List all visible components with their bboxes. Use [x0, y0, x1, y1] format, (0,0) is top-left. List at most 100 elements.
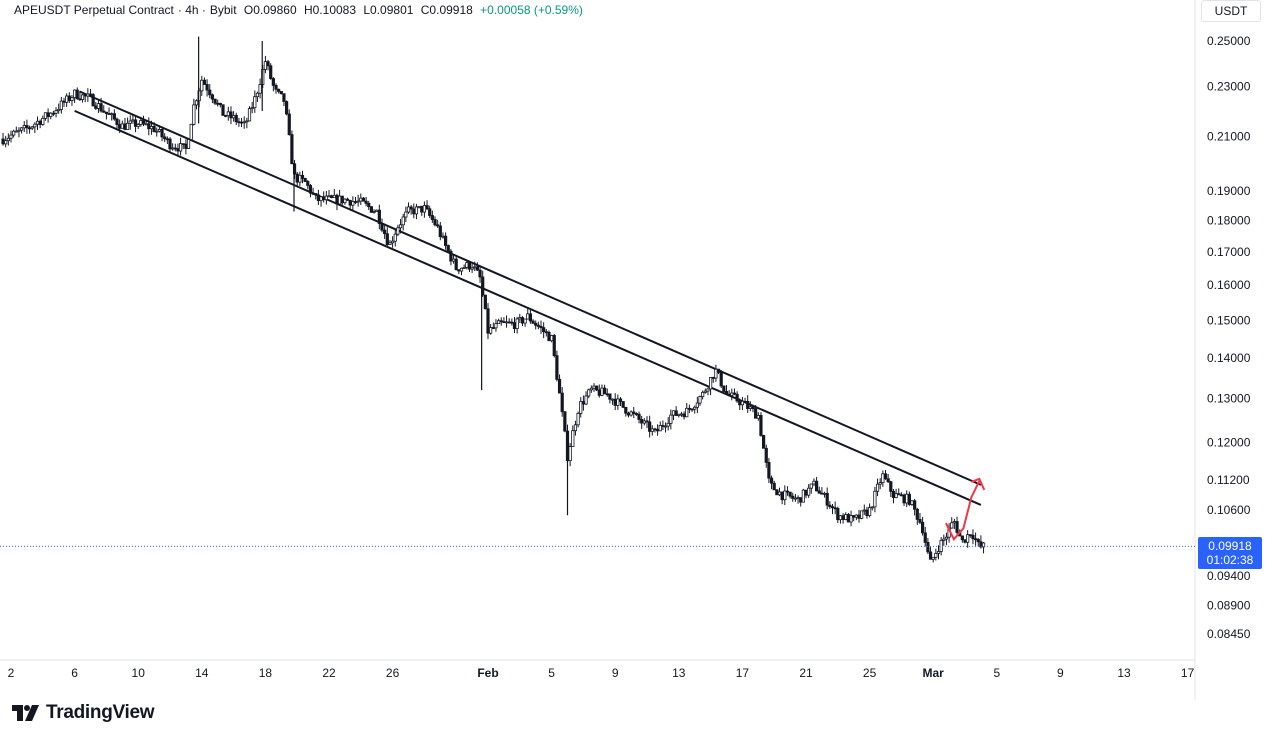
- annotation-arrow[interactable]: [945, 477, 986, 541]
- candle-body: [952, 521, 957, 524]
- time-tick-label: 2: [8, 666, 15, 680]
- symbol-name[interactable]: APEUSDT Perpetual Contract: [14, 3, 174, 17]
- tradingview-logo[interactable]: TradingView: [12, 702, 155, 724]
- candle-body: [690, 408, 694, 411]
- candle-body: [653, 428, 657, 431]
- candle-body: [372, 211, 376, 213]
- candle-body: [520, 317, 525, 324]
- candle-body: [685, 407, 689, 418]
- candle-body: [255, 92, 260, 98]
- annotation-arrow-head: [970, 477, 986, 491]
- candle-body: [168, 138, 172, 150]
- candle-body: [791, 495, 795, 499]
- candle-body: [208, 89, 212, 96]
- candle-body: [926, 542, 930, 553]
- candle-body: [825, 492, 829, 506]
- candle-body: [473, 266, 477, 269]
- time-tick-label: 13: [1117, 666, 1131, 680]
- time-tick-label: 5: [993, 666, 1000, 680]
- candle-body: [852, 515, 856, 518]
- candle-body: [176, 148, 180, 152]
- candle-body: [889, 481, 893, 492]
- time-tick-label: 9: [1057, 666, 1064, 680]
- candle-body: [597, 389, 601, 396]
- candle-body: [351, 201, 355, 206]
- candle-body: [891, 490, 896, 499]
- candle-body: [409, 206, 413, 210]
- chart-header: APEUSDT Perpetual Contract · 4h · Bybit O0…: [14, 3, 587, 17]
- candle-body: [870, 506, 874, 509]
- candle-body: [353, 201, 358, 203]
- candle-body: [666, 422, 670, 427]
- candle-body: [475, 266, 480, 271]
- candle-body: [650, 428, 654, 432]
- candle-body: [523, 318, 527, 324]
- candle-body: [793, 497, 798, 500]
- candle-body: [337, 195, 342, 205]
- candle-body: [115, 118, 119, 125]
- candle-body: [589, 387, 593, 391]
- price-axis[interactable]: 0.25000 0.23000 0.21000 0.19000 0.18000 0.170…: [1207, 34, 1251, 641]
- candle-body: [221, 104, 225, 116]
- interval-label[interactable]: · 4h ·: [177, 3, 206, 17]
- candle-body: [496, 320, 501, 325]
- candle-body: [406, 206, 411, 213]
- candle-body: [277, 88, 281, 92]
- currency-unit-button[interactable]: USDT: [1201, 0, 1261, 22]
- candle-body: [136, 124, 140, 127]
- trendline-group[interactable]: [74, 90, 982, 506]
- candle-body: [547, 331, 551, 342]
- candle-body: [764, 447, 768, 463]
- candle-body: [152, 126, 156, 132]
- candle-body: [812, 480, 816, 485]
- candle-body: [27, 127, 32, 130]
- candle-body: [841, 515, 845, 520]
- time-axis[interactable]: 2 6 10 14 18 22 26 Feb 5 9 13 17 21 25 Mar 5 9 13 17: [8, 666, 1195, 680]
- candle-body: [921, 521, 925, 534]
- candle-body: [560, 392, 564, 413]
- candle-body: [133, 119, 138, 127]
- candle-body: [595, 385, 599, 391]
- candle-body: [968, 534, 972, 537]
- time-tick-label: 5: [548, 666, 555, 680]
- time-tick-label: 14: [195, 666, 209, 680]
- candle-body: [754, 408, 758, 419]
- candle-body: [661, 425, 665, 427]
- bar-countdown: 01:02:38: [1206, 553, 1254, 567]
- candle-body: [663, 425, 668, 428]
- candle-body: [875, 483, 880, 492]
- time-tick-label: 25: [863, 666, 877, 680]
- candle-body: [218, 102, 222, 106]
- time-tick-label: 9: [612, 666, 619, 680]
- candle-body: [751, 406, 755, 410]
- candle-body: [253, 96, 257, 109]
- candle-body: [189, 123, 193, 140]
- candle-body: [144, 123, 148, 126]
- price-tick-label: 0.12000: [1207, 435, 1251, 449]
- candle-body: [126, 122, 130, 130]
- candle-body: [981, 542, 986, 548]
- exchange-label: Bybit: [209, 3, 237, 17]
- candle-body: [226, 111, 230, 117]
- candle-body: [1, 138, 5, 145]
- candle-body: [571, 430, 575, 448]
- candle-body: [62, 100, 66, 103]
- candle-body: [343, 198, 347, 204]
- candle-body: [486, 308, 490, 334]
- candle-body: [502, 321, 506, 324]
- logo-text: TradingView: [46, 702, 155, 723]
- candle-body: [719, 372, 723, 387]
- price-tick-label: 0.19000: [1207, 184, 1251, 198]
- candle-body: [359, 197, 363, 202]
- candle-body: [234, 115, 238, 123]
- candle-body: [762, 435, 766, 449]
- candle-body: [59, 100, 63, 110]
- candle-body: [804, 489, 808, 496]
- candle-body: [462, 267, 466, 269]
- high-value: H0.10083: [303, 3, 357, 17]
- candle-body: [740, 400, 745, 406]
- candle-body: [648, 421, 652, 432]
- candle-body: [679, 413, 684, 416]
- candle-body: [478, 269, 482, 278]
